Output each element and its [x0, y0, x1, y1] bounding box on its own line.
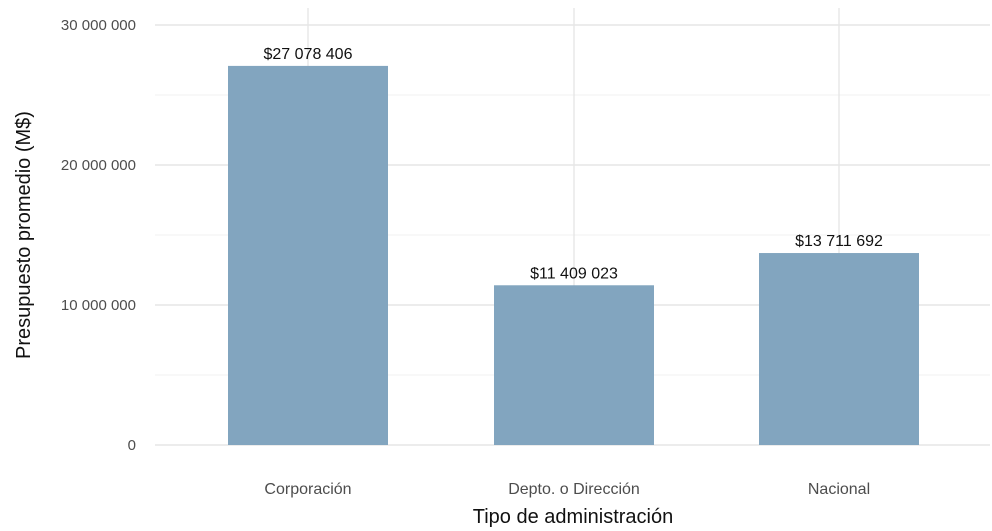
- data-labels-group: $27 078 406 $11 409 023 $13 711 692: [264, 46, 883, 282]
- x-axis-title: Tipo de administración: [473, 506, 673, 528]
- y-tick-label: 10 000 000: [61, 297, 136, 314]
- bar: [759, 253, 919, 445]
- x-tick-label: Nacional: [808, 481, 870, 498]
- x-tick-label: Depto. o Dirección: [508, 481, 640, 498]
- x-axis-ticks: Corporación Depto. o Dirección Nacional: [264, 481, 870, 498]
- x-tick-label: Corporación: [264, 481, 351, 498]
- data-label: $11 409 023: [530, 265, 618, 282]
- data-label: $13 711 692: [795, 233, 883, 250]
- y-axis-ticks: 0 10 000 000 20 000 000 30 000 000: [61, 17, 136, 454]
- y-tick-label: 30 000 000: [61, 17, 136, 34]
- y-tick-label: 20 000 000: [61, 157, 136, 174]
- y-tick-label: 0: [128, 437, 136, 454]
- bar: [494, 285, 654, 445]
- y-axis-title: Presupuesto promedio (M$): [13, 111, 35, 359]
- bars-group: [228, 65, 919, 445]
- data-label: $27 078 406: [264, 46, 353, 63]
- bar: [228, 65, 388, 445]
